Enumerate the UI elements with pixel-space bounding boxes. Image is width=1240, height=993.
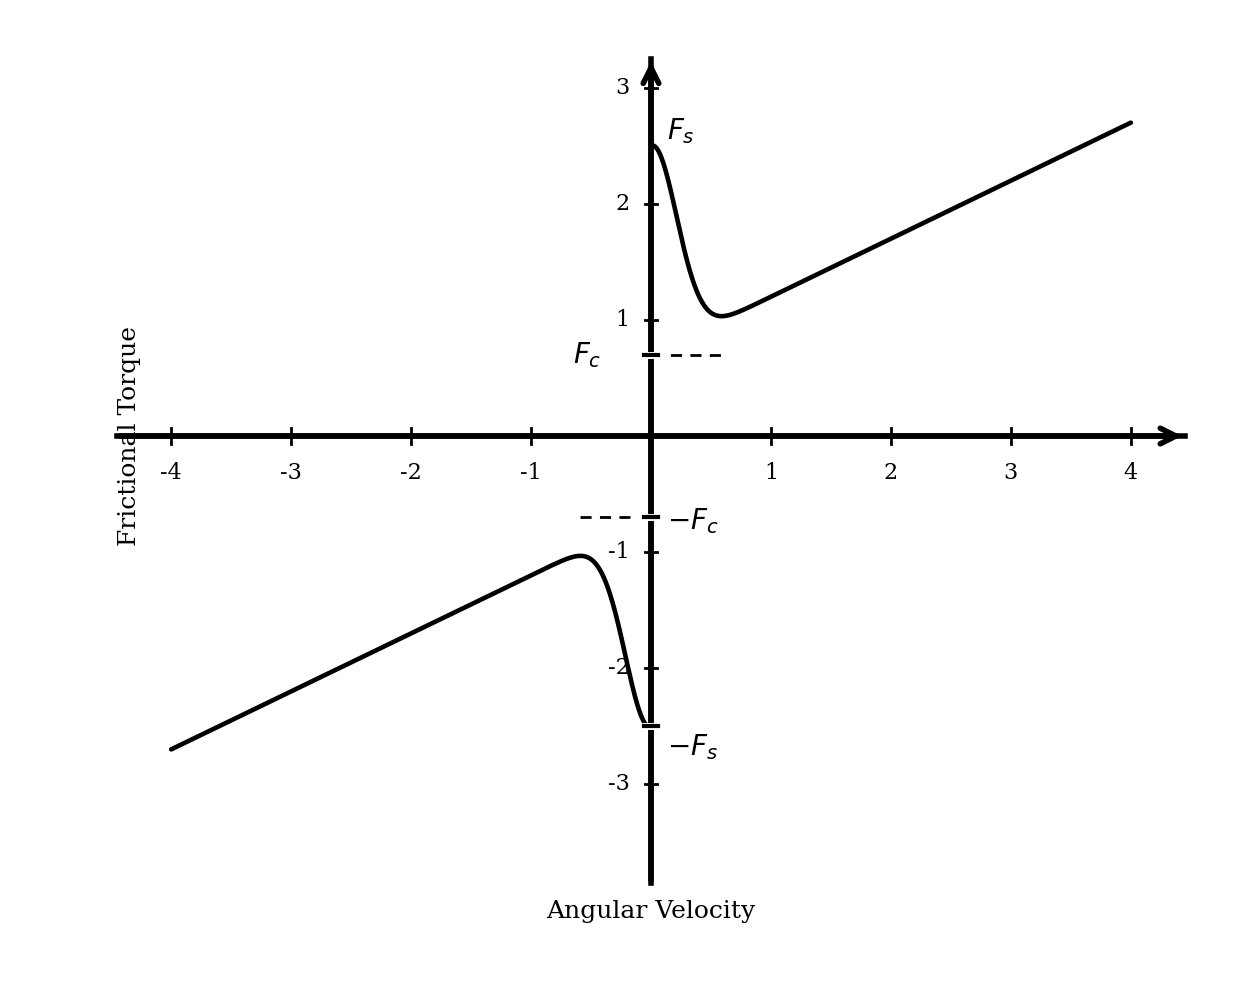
Text: -4: -4	[160, 462, 182, 484]
Text: -3: -3	[608, 774, 630, 795]
Text: -1: -1	[608, 541, 630, 563]
Text: Angular Velocity: Angular Velocity	[547, 901, 755, 923]
Text: -2: -2	[401, 462, 422, 484]
Text: 4: 4	[1123, 462, 1138, 484]
Text: -2: -2	[608, 657, 630, 679]
Text: 1: 1	[615, 309, 630, 331]
Text: Frictional Torque: Frictional Torque	[118, 326, 140, 546]
Text: 3: 3	[1003, 462, 1018, 484]
Text: -3: -3	[280, 462, 303, 484]
Text: 2: 2	[615, 193, 630, 214]
Text: 1: 1	[764, 462, 777, 484]
Text: $-F_s$: $-F_s$	[667, 732, 718, 762]
Text: $-F_c$: $-F_c$	[667, 505, 718, 535]
Text: 2: 2	[884, 462, 898, 484]
Text: 3: 3	[615, 76, 630, 99]
Text: $F_s$: $F_s$	[667, 116, 694, 146]
Text: $F_c$: $F_c$	[573, 340, 601, 369]
Text: -1: -1	[520, 462, 542, 484]
